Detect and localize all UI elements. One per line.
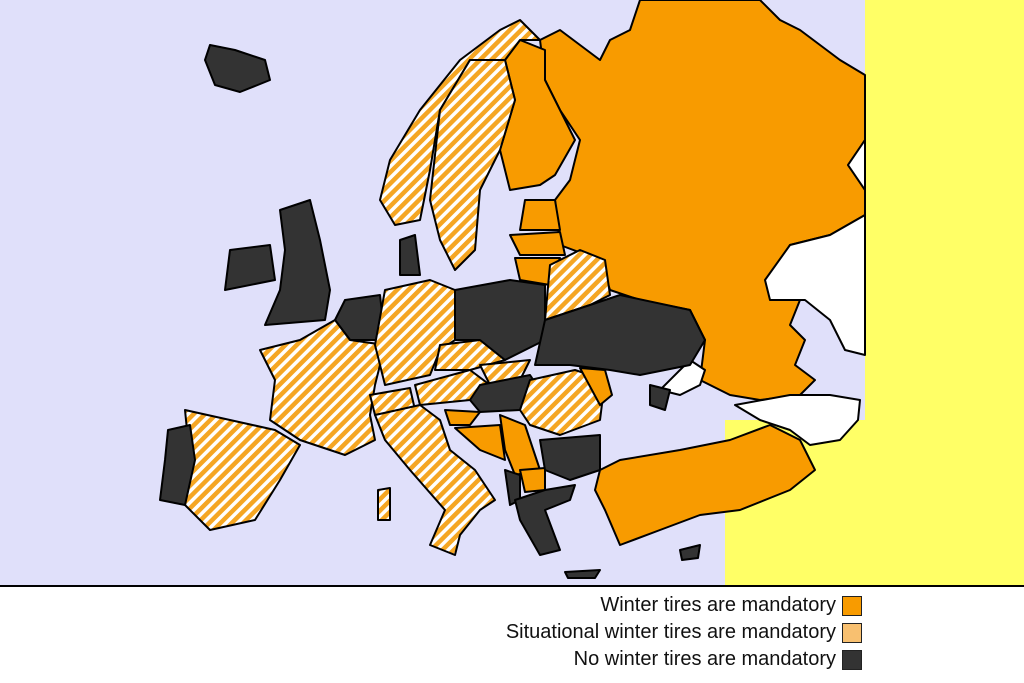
- region-other: [734, 394, 861, 446]
- legend-swatch-mandatory: [842, 595, 862, 616]
- region-none: [679, 544, 701, 561]
- region-mandatory: [444, 409, 481, 426]
- region-mandatory: [594, 424, 816, 546]
- region-mandatory: [454, 424, 506, 461]
- legend: Winter tires are mandatory Situational w…: [506, 592, 862, 673]
- legend-item-none: No winter tires are mandatory: [506, 646, 862, 673]
- region-other: [764, 214, 866, 356]
- legend-swatch-situational: [842, 622, 862, 643]
- region-mandatory: [579, 367, 613, 406]
- region-none: [159, 424, 196, 506]
- region-mandatory: [519, 199, 561, 231]
- region-situational: [379, 19, 541, 226]
- europe-map: [0, 0, 1024, 587]
- region-situational: [519, 369, 606, 436]
- region-none: [649, 384, 671, 411]
- region-mandatory: [519, 467, 546, 493]
- region-none: [204, 44, 271, 93]
- legend-label: Situational winter tires are mandatory: [505, 621, 836, 643]
- region-other: [847, 139, 866, 191]
- region-none: [534, 294, 706, 376]
- region-none: [564, 569, 601, 579]
- region-situational: [429, 59, 516, 271]
- region-none: [514, 484, 576, 556]
- region-none: [539, 434, 601, 481]
- region-none: [264, 199, 331, 326]
- legend-label: No winter tires are mandatory: [573, 648, 836, 670]
- region-none: [224, 244, 276, 291]
- region-situational: [377, 487, 391, 521]
- legend-item-mandatory: Winter tires are mandatory: [506, 592, 862, 619]
- region-situational: [374, 404, 496, 556]
- legend-item-situational: Situational winter tires are mandatory: [506, 619, 862, 646]
- region-none: [334, 294, 386, 341]
- region-mandatory: [509, 231, 566, 256]
- legend-label: Winter tires are mandatory: [600, 594, 836, 616]
- region-none: [454, 279, 546, 361]
- region-situational: [259, 319, 386, 456]
- legend-swatch-none: [842, 649, 862, 670]
- region-none: [399, 234, 421, 276]
